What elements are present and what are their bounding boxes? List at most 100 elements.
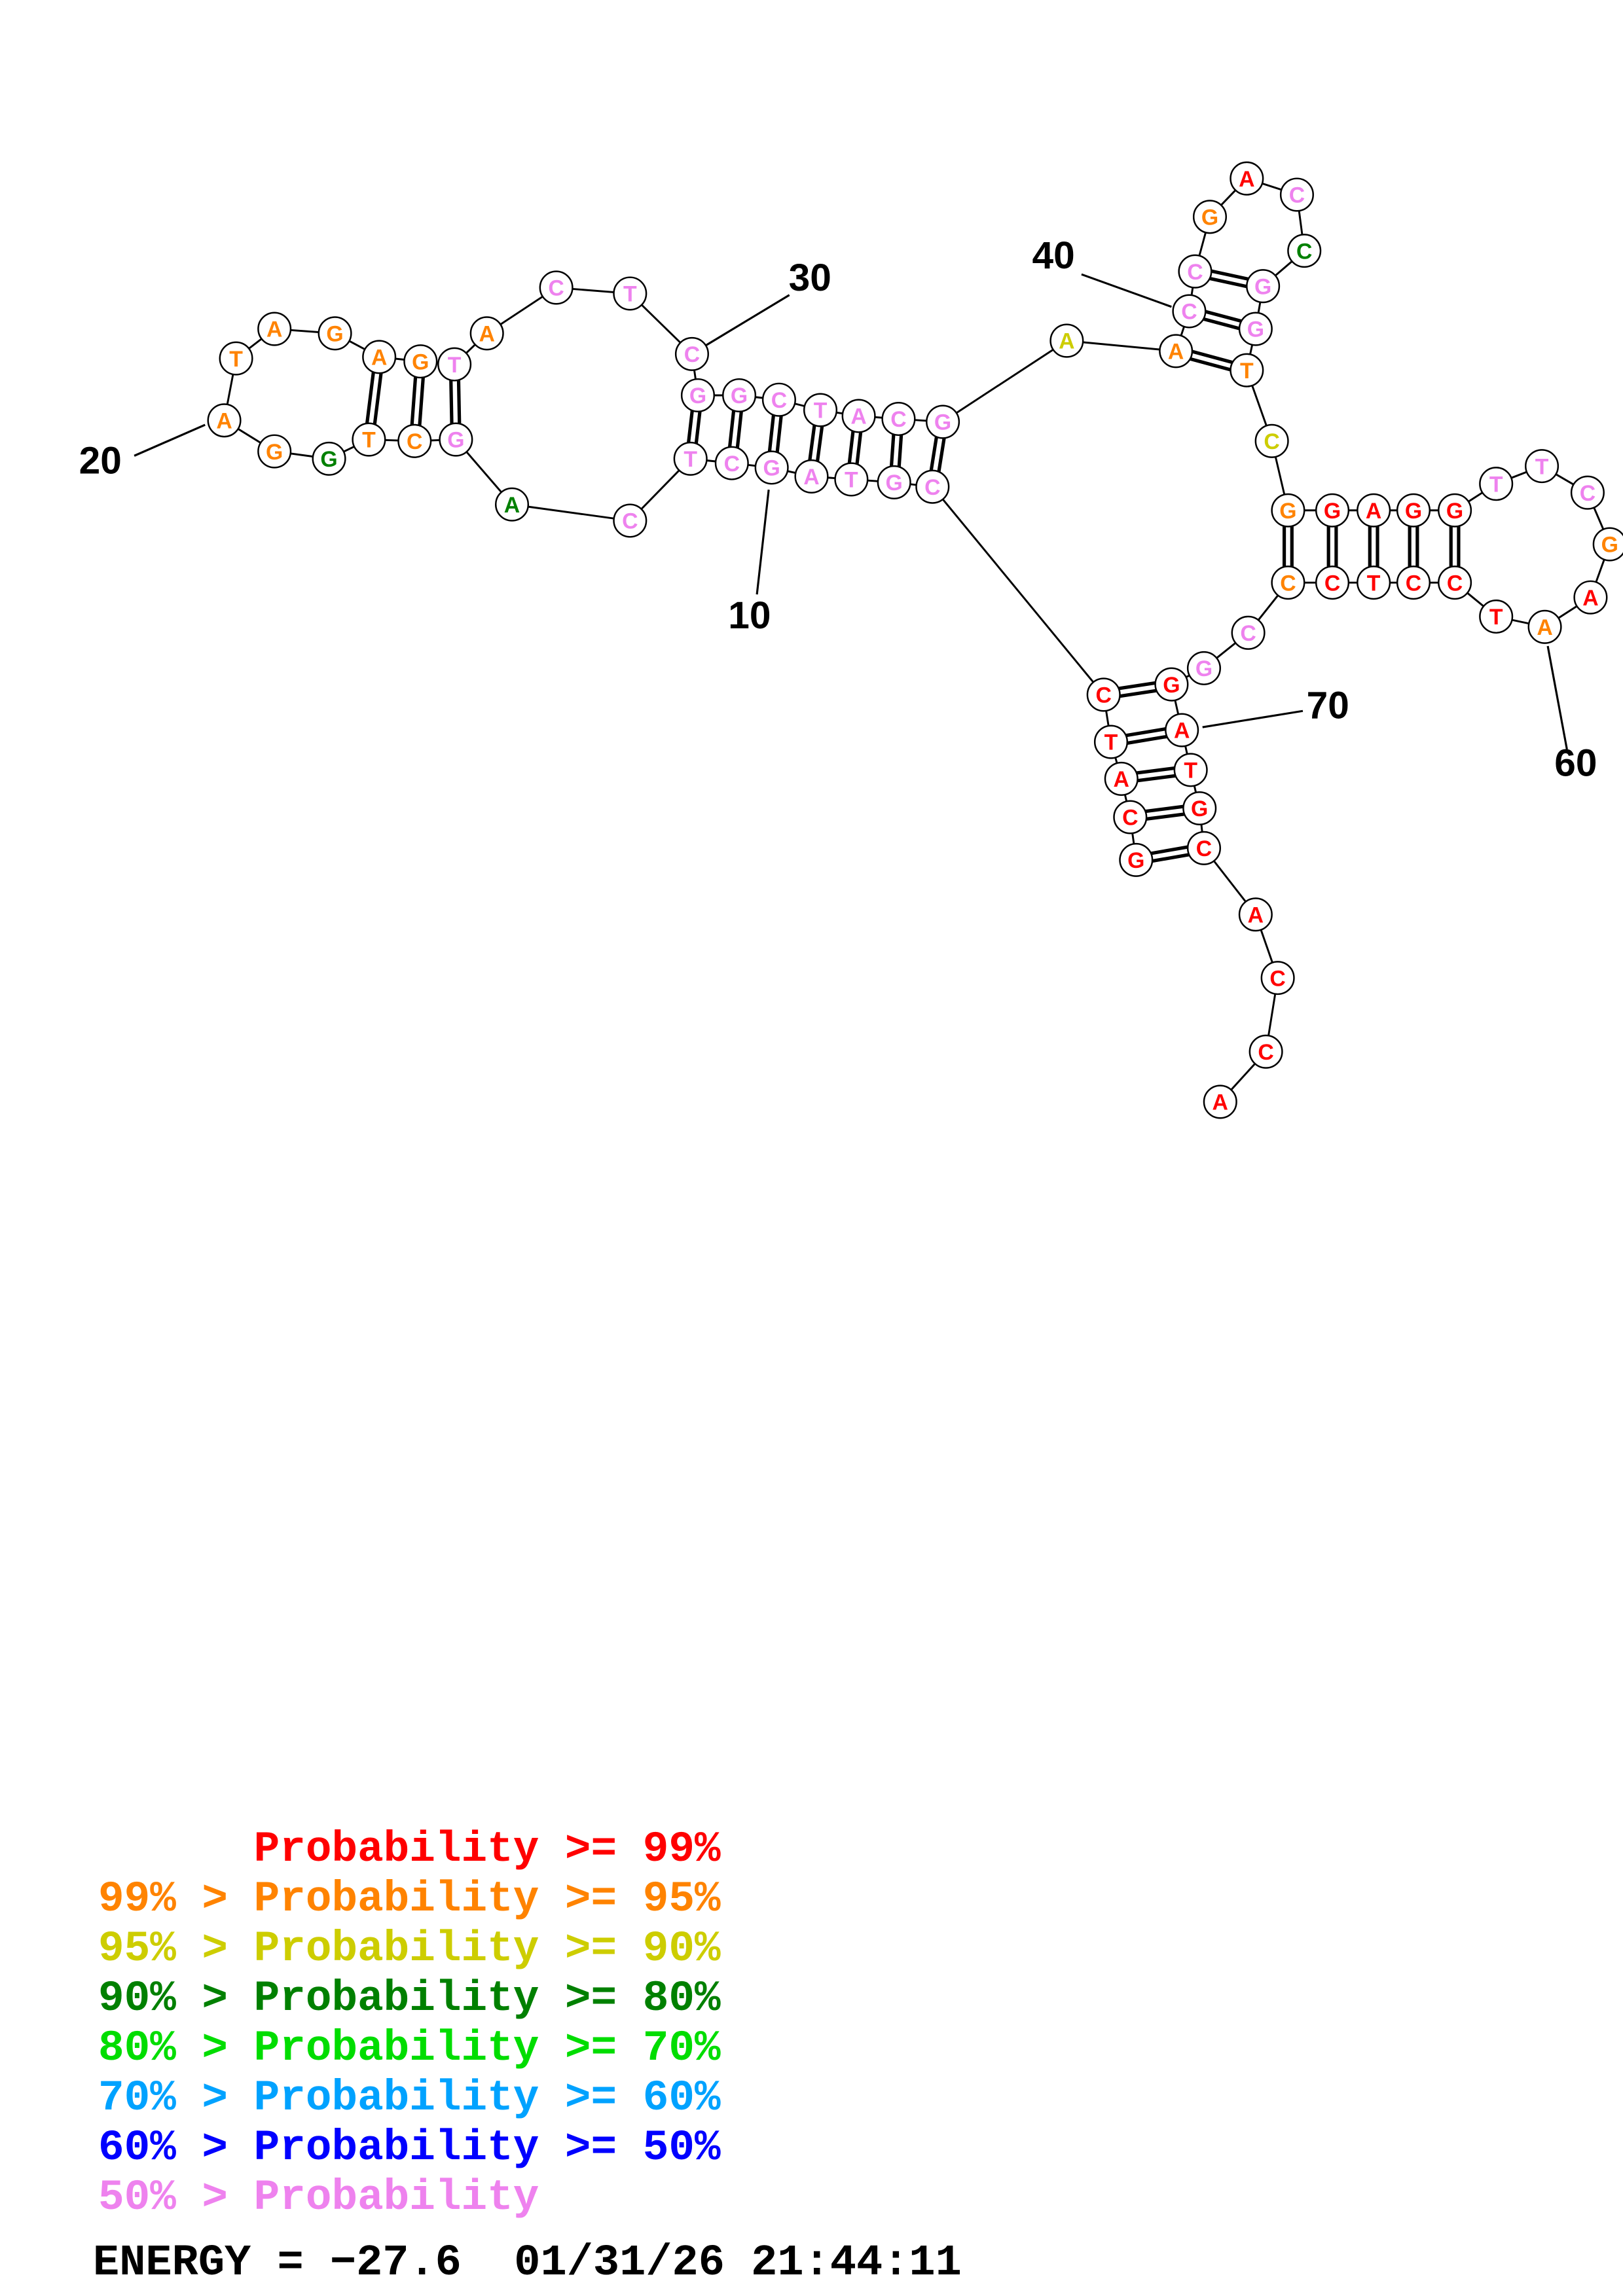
nucleotide-circle	[1113, 800, 1148, 834]
nucleotide-circle	[1260, 961, 1295, 996]
nucleotide-circle	[1527, 609, 1562, 644]
nucleotide-circle	[1570, 475, 1605, 510]
nucleotide-circle	[352, 422, 386, 457]
nucleotide-circle	[1396, 565, 1431, 600]
nucleotide-base-T4: T	[1104, 730, 1118, 755]
nucleotide-circle	[1271, 493, 1305, 528]
nucleotide-base-G23: G	[326, 321, 343, 346]
nucleotide-circle	[1479, 599, 1514, 634]
nucleotide-base-G68: G	[1195, 656, 1213, 681]
nucleotide-base-G37: G	[934, 410, 951, 435]
nucleotide-circle	[926, 404, 960, 439]
position-label-20: 20	[79, 439, 122, 482]
nucleotide-circle	[841, 399, 876, 433]
nucleotide-base-C73: C	[1196, 836, 1212, 861]
backbone-bond	[1067, 340, 1176, 352]
nucleotide-circle	[613, 503, 647, 538]
nucleotide-circle	[539, 270, 574, 305]
nucleotide-circle	[1287, 234, 1322, 268]
position-label-40: 40	[1032, 234, 1075, 277]
nucleotide-circle	[1093, 725, 1129, 759]
nucleotide-circle	[1104, 761, 1139, 796]
legend-line-70: 80% > Probability >= 70%	[98, 2024, 721, 2073]
nucleotide-base-C49: C	[1264, 429, 1279, 454]
nucleotide-base-C5: C	[1096, 683, 1112, 708]
nucleotide-base-A59: A	[1582, 586, 1598, 611]
nucleotide-circle	[1238, 312, 1273, 346]
nucleotide-circle	[834, 462, 869, 497]
nucleotide-base-A14: A	[504, 493, 520, 518]
nucleotide-circle	[1186, 831, 1221, 865]
nucleotide-circle	[1230, 353, 1264, 387]
nucleotide-circle	[1165, 713, 1199, 747]
nucleotide-base-C45: C	[1296, 239, 1312, 264]
nucleotide-base-G51: G	[1324, 499, 1341, 524]
legend-line-95: 99% > Probability >= 95%	[98, 1874, 721, 1924]
nucleotide-circle	[1086, 677, 1121, 712]
nucleotide-base-C2: C	[1122, 806, 1138, 831]
nucleotide-circle	[1154, 667, 1189, 702]
nucleotide-base-A9: A	[803, 465, 819, 490]
nucleotide-base-A20: A	[216, 408, 232, 433]
nucleotide-circle	[1049, 323, 1084, 358]
nucleotide-circle	[1279, 177, 1314, 212]
nucleotide-base-G32: G	[731, 384, 748, 408]
nucleotide-base-G72: G	[1191, 797, 1208, 821]
nucleotide-base-T56: T	[1535, 454, 1549, 479]
legend-line-90: 95% > Probability >= 90%	[98, 1924, 721, 1973]
nucleotide-circle	[680, 378, 715, 413]
nucleotide-base-T48: T	[1240, 359, 1254, 384]
nucleotide-circle	[803, 393, 838, 427]
nucleotide-base-G10: G	[763, 456, 780, 481]
nucleotide-circle	[1357, 565, 1391, 600]
nucleotide-circle	[362, 340, 397, 374]
nucleotide-circle	[877, 465, 911, 499]
nucleotide-base-T61: T	[1489, 605, 1503, 630]
nucleotide-circle	[1238, 897, 1273, 932]
label-pointer-line	[1081, 273, 1172, 308]
nucleotide-circle	[1186, 651, 1221, 685]
nucleotide-base-G50: G	[1279, 499, 1296, 524]
nucleotide-base-A24: A	[371, 346, 387, 370]
nucleotide-circle	[207, 403, 242, 438]
nucleotide-circle	[1249, 1034, 1283, 1069]
legend-line-99: Probability >= 99%	[98, 1825, 721, 1874]
position-label-30: 30	[789, 257, 831, 299]
nucleotide-circle	[1246, 269, 1281, 304]
nucleotide-base-T34: T	[814, 399, 828, 423]
nucleotide-circle	[1173, 753, 1208, 787]
nucleotide-circle	[1192, 200, 1228, 234]
nucleotide-base-T12: T	[684, 447, 697, 472]
nucleotide-base-A74: A	[1248, 903, 1264, 927]
nucleotide-base-G7: G	[886, 471, 903, 495]
nucleotide-base-C57: C	[1580, 481, 1596, 506]
nucleotide-circle	[1573, 580, 1608, 615]
nucleotide-circle	[1315, 565, 1350, 600]
nucleotide-base-A27: A	[479, 321, 494, 346]
nucleotide-circle	[1396, 493, 1431, 528]
nucleotide-circle	[494, 487, 530, 522]
nucleotide-base-A43: A	[1239, 167, 1254, 192]
nucleotide-base-G15: G	[447, 428, 464, 453]
nucleotide-base-T64: T	[1367, 571, 1381, 596]
nucleotide-circle	[1230, 161, 1264, 196]
nucleotide-base-C41: C	[1187, 260, 1203, 285]
nucleotide-circle	[437, 347, 472, 382]
nucleotide-base-C28: C	[548, 276, 564, 301]
nucleotide-circle	[673, 441, 708, 476]
nucleotide-circle	[312, 441, 346, 476]
nucleotide-circle	[1438, 493, 1472, 528]
nucleotide-circle	[754, 450, 789, 485]
nucleotide-base-C11: C	[724, 452, 740, 476]
nucleotide-base-T71: T	[1184, 759, 1197, 783]
label-pointer-line	[134, 423, 206, 457]
nucleotide-circle	[1525, 449, 1559, 484]
label-pointer-line	[703, 294, 790, 348]
nucleotide-base-G47: G	[1247, 317, 1264, 342]
nucleotide-base-A52: A	[1366, 499, 1381, 524]
nucleotide-circle	[1254, 423, 1289, 458]
nucleotide-base-T29: T	[623, 282, 637, 307]
nucleotide-base-T26: T	[448, 353, 462, 378]
nucleotide-base-A3: A	[1114, 767, 1129, 792]
